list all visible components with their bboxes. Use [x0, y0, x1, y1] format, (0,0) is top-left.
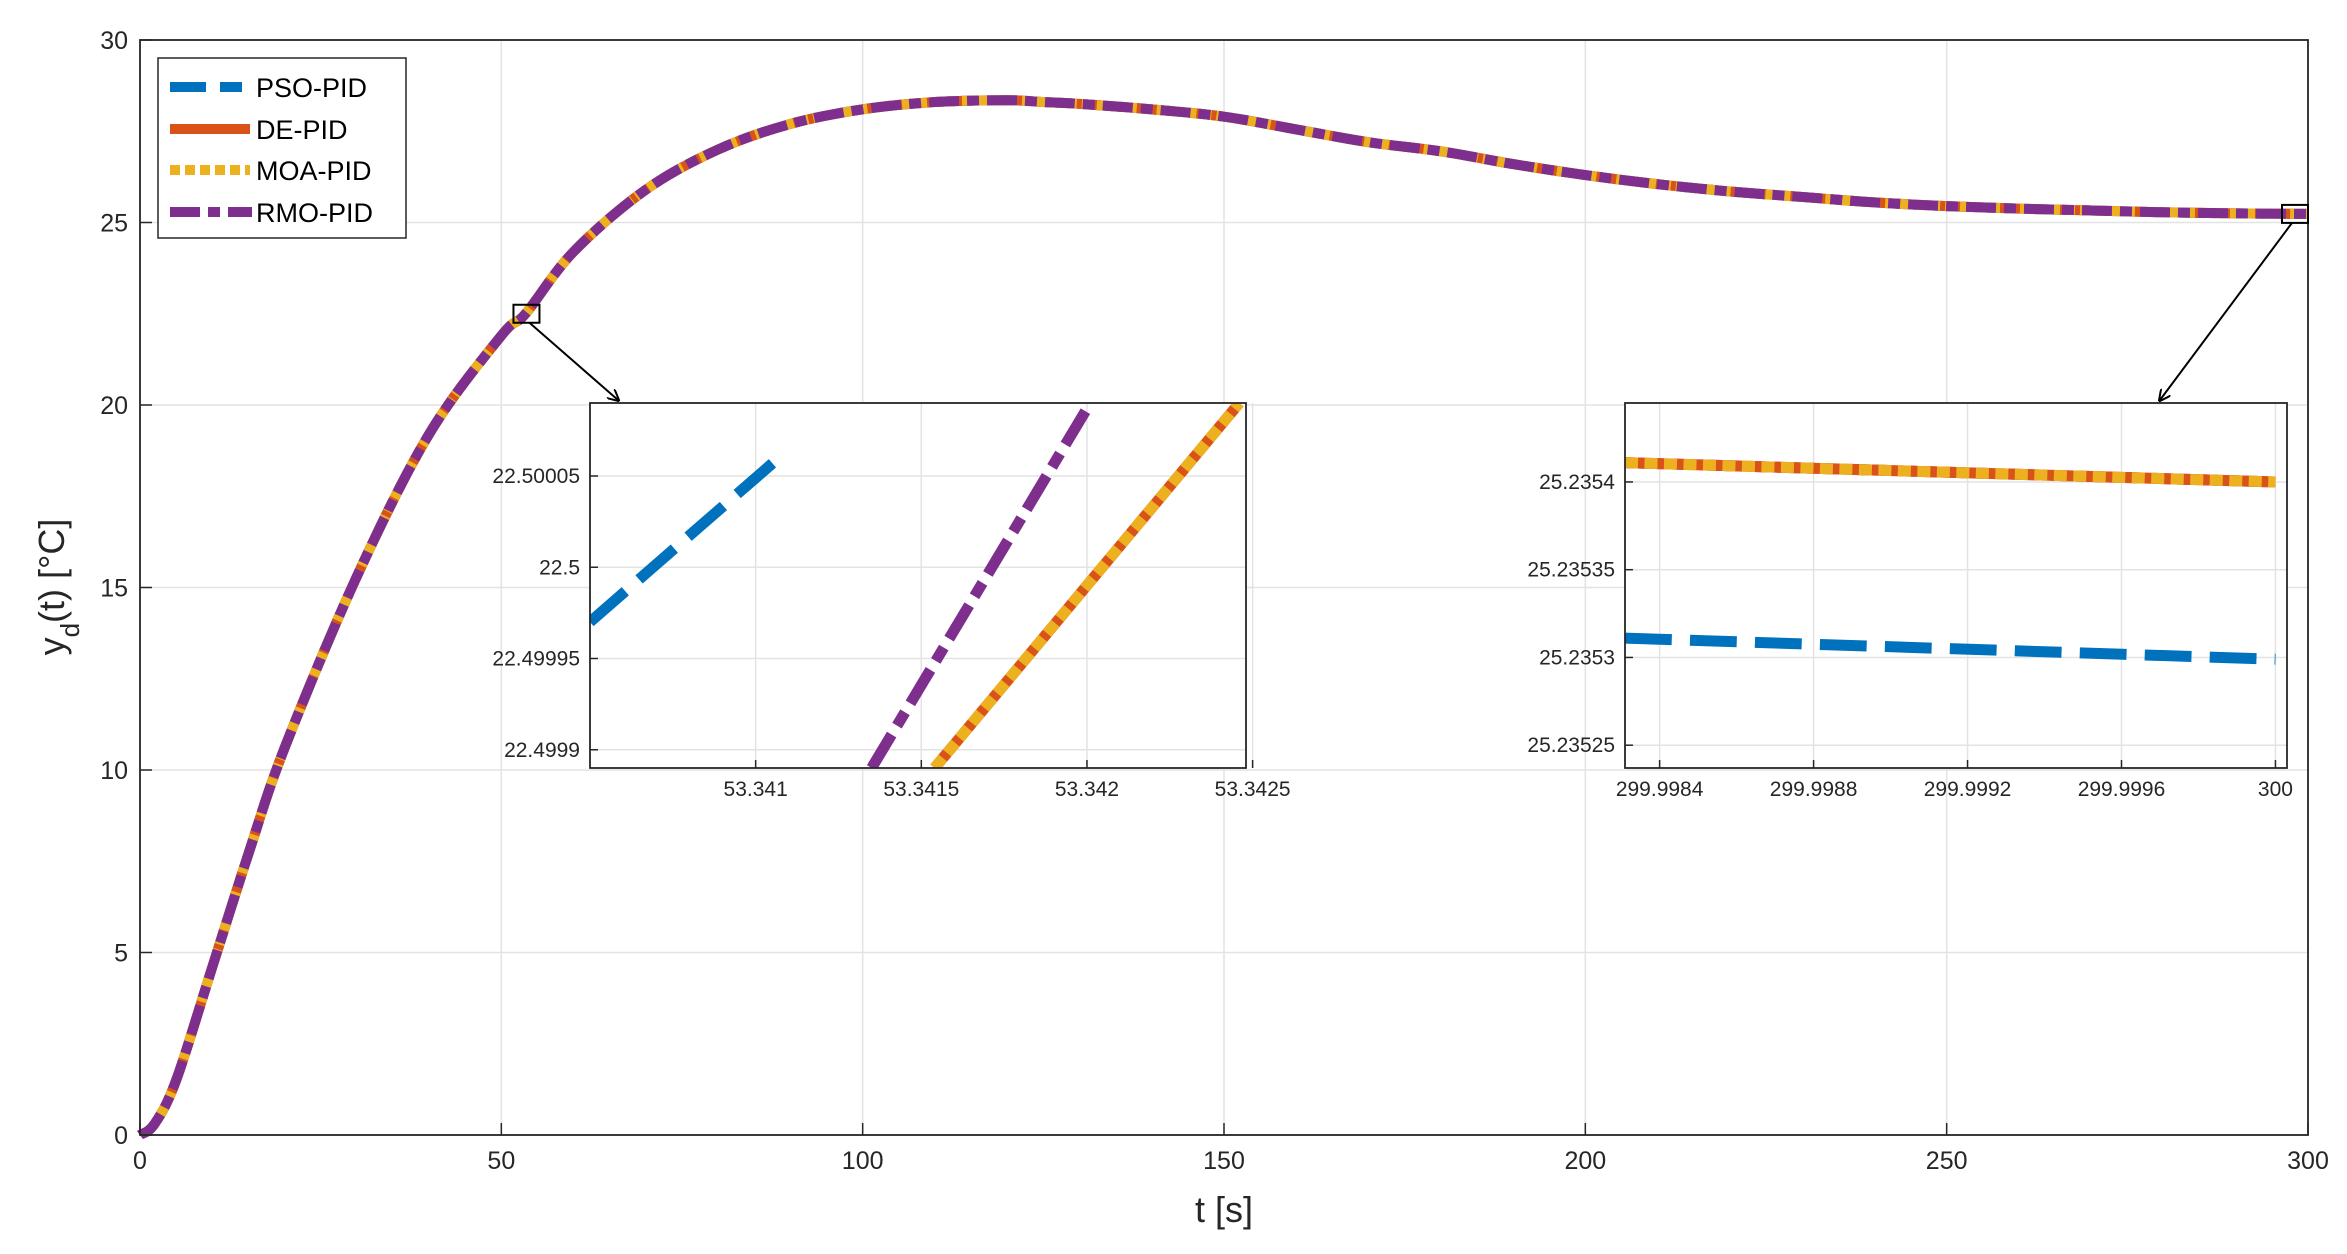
y-axis-title-rest: (t) [°C] [31, 519, 72, 623]
inset-right-x-tick-label-1: 299.9988 [1770, 778, 1858, 801]
legend-label-pso: PSO-PID [256, 73, 367, 103]
inset-left-y-tick-label-0: 22.4999 [504, 739, 580, 762]
main-x-tick-label-6: 300 [2287, 1147, 2329, 1175]
main-y-tick-label-0: 0 [114, 1122, 128, 1150]
inset-left-line-rmo-pid [866, 403, 1095, 768]
zoom-box-left [512, 303, 541, 324]
inset-right-y-tick-label-1: 25.2353 [1539, 646, 1615, 669]
inset-left-background [590, 403, 1246, 768]
inset-left-x-tick-label-2: 53.342 [1055, 778, 1119, 801]
main-y-tick-label-6: 30 [100, 27, 128, 55]
main-x-tick-label-4: 200 [1564, 1147, 1606, 1175]
y-axis-title-main: y [31, 637, 72, 655]
zoom-arrow-right [2160, 222, 2293, 400]
main-x-tick-label-2: 100 [842, 1147, 884, 1175]
inset-right-y-tick-label-0: 25.23525 [1527, 734, 1615, 757]
main-y-tick-label-1: 5 [114, 940, 128, 968]
inset-right-x-tick-label-2: 299.9992 [1924, 778, 2012, 801]
main-tick-labels: 0 50 100 150 200 250 300 0 5 10 15 20 25 30 [100, 27, 2329, 1175]
zoom-inset-left: 53.341 53.3415 53.342 53.3425 22.4999 22.4999… [492, 402, 1291, 801]
inset-left-line-pso-pid [590, 453, 783, 627]
zoom-arrow-left [528, 321, 618, 400]
y-axis-title-subscript: d [55, 623, 85, 637]
legend-label-de: DE-PID [256, 115, 348, 145]
legend: PSO-PID DE-PID MOA-PID RMO-PID [157, 57, 407, 239]
inset-right-series [1625, 457, 2276, 665]
inset-right-background [1625, 403, 2287, 768]
inset-right-line-moa-pid [1625, 457, 2276, 488]
main-series-line-rmo-pid [136, 95, 2309, 1140]
y-axis-title: yd(t) [°C] [31, 519, 85, 656]
main-y-tick-label-5: 25 [100, 210, 128, 238]
inset-right-x-tick-label-3: 299.9996 [2078, 778, 2166, 801]
inset-left-x-tick-label-0: 53.341 [724, 778, 788, 801]
inset-right-x-tick-label-4: 300 [2258, 778, 2293, 801]
zoom-box-right [2281, 203, 2309, 224]
zoom-inset-right: 299.9984 299.9988 299.9992 299.9996 300 25.23… [1527, 402, 2293, 801]
legend-label-rmo: RMO-PID [256, 198, 373, 228]
inset-left-line-moa-pid [930, 403, 1244, 768]
inset-left-series [590, 403, 1244, 768]
inset-right-x-tick-label-0: 299.9984 [1616, 778, 1704, 801]
inset-left-y-tick-label-1: 22.49995 [492, 648, 580, 671]
inset-right-frame [1624, 402, 2288, 769]
inset-left-x-tick-label-1: 53.3415 [883, 778, 959, 801]
x-axis-title: t [s] [1195, 1189, 1253, 1230]
main-x-tick-label-3: 150 [1203, 1147, 1245, 1175]
inset-right-y-tick-label-3: 25.2354 [1539, 471, 1615, 494]
main-series-lines [136, 95, 2309, 1140]
main-x-tick-label-0: 0 [133, 1147, 147, 1175]
main-y-tick-label-4: 20 [100, 392, 128, 420]
inset-left-y-tick-label-3: 22.50005 [492, 465, 580, 488]
main-y-tick-label-3: 15 [100, 575, 128, 603]
legend-label-moa: MOA-PID [256, 156, 372, 186]
main-y-tick-label-2: 10 [100, 757, 128, 785]
main-x-tick-label-1: 50 [487, 1147, 515, 1175]
inset-left-x-tick-label-3: 53.3425 [1215, 778, 1291, 801]
inset-right-y-tick-label-2: 25.23535 [1527, 559, 1615, 582]
inset-left-frame [589, 402, 1247, 769]
zoom-indicators [512, 203, 2309, 400]
inset-right-line-pso-pid [1625, 632, 2276, 665]
inset-left-y-tick-label-2: 22.5 [539, 556, 580, 579]
main-x-tick-label-5: 250 [1926, 1147, 1968, 1175]
